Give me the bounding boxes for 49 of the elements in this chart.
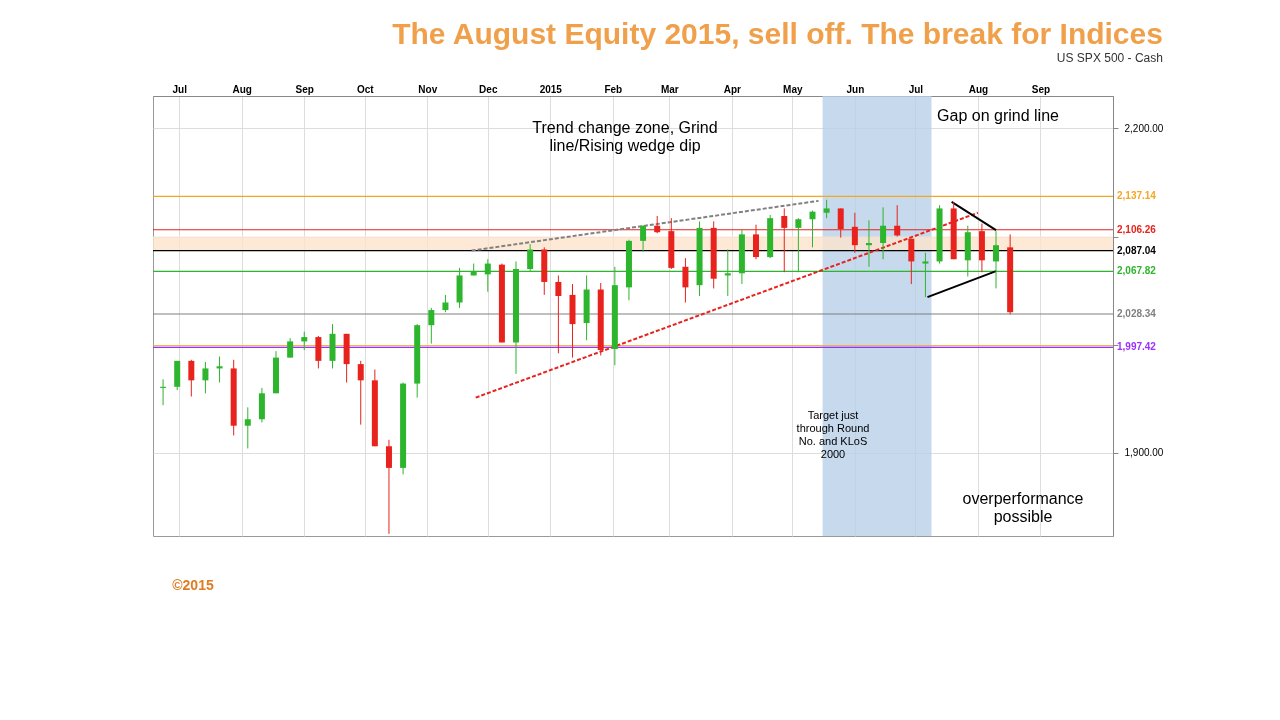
candlestick (357, 360, 364, 426)
x-tick-label: Apr (723, 83, 742, 95)
x-tick-label: Nov (418, 83, 438, 95)
x-tick-label: Aug (232, 83, 252, 95)
candlestick (555, 274, 562, 354)
candlestick (809, 210, 816, 248)
x-tick-label: May (783, 83, 803, 95)
candlestick (315, 335, 322, 369)
candlestick (865, 219, 872, 268)
y-tick-label: 1,900.00 (1124, 447, 1164, 459)
candlestick (908, 238, 915, 285)
ref-line-label: 2,087.04 (1117, 244, 1157, 256)
chart-title: The August Equity 2015, sell off. The break for Indices (392, 17, 1163, 50)
candlestick (640, 225, 647, 253)
ref-line-label: 1,997.42 (1117, 341, 1157, 353)
x-tick-label: Jul (172, 83, 188, 95)
ref-line-label: 2,028.34 (1117, 308, 1157, 320)
candlestick (188, 359, 195, 398)
annotation: Target just through Round No. and KLoS 2000 (796, 409, 870, 460)
candlestick (244, 406, 251, 449)
x-tick-label: Dec (479, 83, 498, 95)
x-tick-label: Mar (660, 83, 679, 95)
candlestick (202, 361, 209, 394)
ref-line-label: 2,106.26 (1117, 223, 1157, 235)
ref-line-label: 2,137.14 (1117, 190, 1157, 202)
ref-line-label: 2,067.82 (1117, 265, 1157, 277)
x-tick-label: 2015 (539, 83, 563, 95)
annotation: overperformance possible (962, 490, 1084, 525)
x-tick-label: Jul (908, 83, 924, 95)
x-tick-label: Sep (1031, 83, 1051, 95)
x-tick-label: Oct (356, 83, 375, 95)
chart-subtitle: US SPX 500 - Cash (1056, 51, 1163, 65)
candlestick (880, 206, 887, 260)
x-tick-label: Sep (295, 83, 314, 95)
text: ©2015 (172, 577, 214, 593)
x-tick-label: Jun (846, 83, 865, 95)
x-tick-label: Aug (968, 83, 989, 95)
candlestick (823, 199, 830, 219)
candlestick (682, 257, 689, 303)
y-tick-label: 2,200.00 (1124, 122, 1164, 134)
annotation: Gap on grind line (937, 107, 1060, 124)
annotation: Trend change zone, Grind line/Rising wedge dip (532, 119, 718, 154)
x-tick-label: Feb (604, 83, 623, 95)
candlestick (216, 356, 223, 383)
candlestick (428, 307, 435, 345)
candlestick (287, 337, 294, 359)
candlestick (385, 439, 392, 535)
candlestick (160, 378, 167, 406)
candlestick (301, 331, 308, 351)
